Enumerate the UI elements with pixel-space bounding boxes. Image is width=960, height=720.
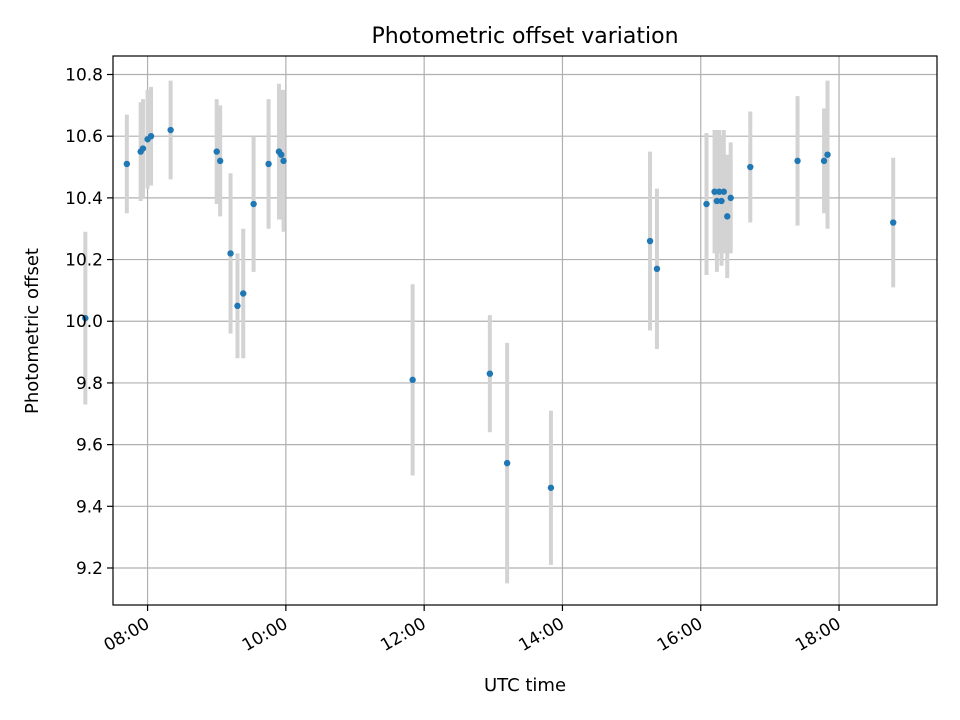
data-point [240,290,247,297]
data-point [265,160,272,168]
x-axis-label: UTC time [484,675,566,696]
y-tick-label: 9.8 [76,374,103,394]
data-point [824,151,831,158]
data-point [820,157,828,165]
x-axis-ticks: 08:00 10:00 12:00 14:00 16:00 18:00 [101,605,845,656]
error-bars [83,80,896,584]
data-point [547,484,555,491]
y-axis-ticks: 9.2 9.4 9.6 9.8 10.0 10.2 10.4 10.6 10.8 [65,66,113,579]
data-point [724,213,731,220]
data-point [213,148,220,155]
data-point [139,145,147,152]
y-tick-label: 9.2 [76,559,103,579]
y-tick-label: 9.4 [76,497,103,517]
x-tick-label: 10:00 [239,614,291,656]
data-point [167,126,174,134]
chart-title: Photometric offset variation [371,24,678,49]
data-point [653,265,661,273]
data-point [147,132,155,140]
data-point [727,194,734,202]
y-tick-label: 10.4 [65,189,103,209]
data-points [82,126,897,491]
y-tick-label: 10.8 [65,66,103,86]
y-tick-label: 10.0 [65,312,103,332]
x-tick-label: 16:00 [654,614,706,656]
data-point [216,157,224,165]
data-point [713,197,721,205]
data-point [703,200,710,208]
data-point [123,160,131,168]
data-point [250,200,257,208]
y-tick-label: 9.6 [76,436,103,456]
data-point [747,163,754,171]
data-point [794,157,801,165]
x-tick-label: 14:00 [516,614,568,656]
data-point [278,151,285,158]
data-point [715,188,723,195]
data-point [711,188,718,195]
plot-frame [112,55,938,606]
x-tick-label: 18:00 [792,614,844,656]
data-point [503,459,511,467]
data-point [890,219,897,226]
data-point [227,250,234,257]
data-point [720,188,727,195]
gridlines [113,56,937,605]
x-tick-label: 12:00 [377,614,429,656]
data-point [82,314,89,322]
y-tick-label: 10.6 [65,127,103,147]
y-tick-label: 10.2 [65,251,103,271]
data-point [234,302,241,310]
x-tick-label: 08:00 [101,614,153,656]
data-point [486,370,494,377]
data-point [646,237,654,245]
y-axis-label: Photometric offset [22,248,43,414]
data-point [718,197,725,205]
data-point [280,157,287,165]
data-point [409,376,416,384]
